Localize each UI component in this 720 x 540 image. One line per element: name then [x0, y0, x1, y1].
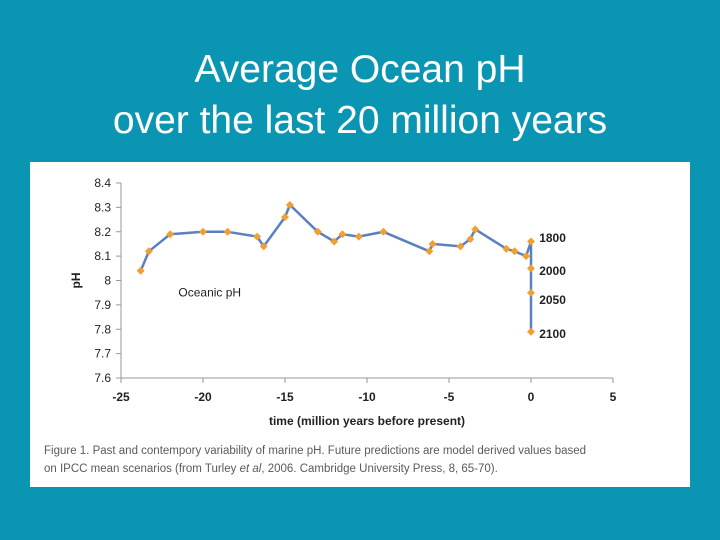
slide-title-line-1: Average Ocean pH [194, 48, 526, 91]
figure-caption: Figure 1. Past and contempory variabilit… [44, 442, 684, 478]
data-point [354, 232, 363, 241]
slide-title: Average Ocean pH over the last 20 millio… [0, 44, 720, 146]
data-point [466, 235, 475, 244]
ph-line-chart: 7.6 7.7 7.8 7.9 8 8.1 8.2 8.3 8.4 -25 -20 -15 -10 -5 0… [69, 176, 617, 428]
data-point [471, 225, 480, 234]
x-tick-label: 0 [528, 390, 535, 404]
x-tick-label: -15 [276, 390, 294, 404]
series-label: Oceanic pH [178, 286, 241, 300]
data-point [527, 327, 535, 336]
y-tick-label: 7.7 [94, 347, 111, 361]
caption-italic: et al [239, 463, 262, 475]
year-label: 2000 [539, 264, 566, 278]
data-point [281, 213, 289, 222]
data-point [428, 239, 437, 248]
x-tick-label: -5 [444, 390, 455, 404]
y-tick-label: 7.9 [94, 298, 111, 312]
x-tick-label: -10 [358, 390, 376, 404]
data-point [527, 264, 535, 273]
data-point [522, 252, 531, 261]
year-label: 1800 [539, 231, 566, 245]
data-point [253, 232, 262, 241]
y-tick-label: 8.3 [94, 200, 111, 214]
data-point [456, 242, 465, 251]
y-tick-label: 8.4 [94, 176, 111, 190]
data-point [527, 288, 535, 297]
y-tick-label: 7.8 [94, 322, 111, 336]
y-tick-label: 8.1 [94, 249, 111, 263]
data-point [425, 247, 434, 256]
y-tick-label: 8 [104, 274, 111, 288]
figure-panel: 7.6 7.7 7.8 7.9 8 8.1 8.2 8.3 8.4 -25 -20 -15 -10 -5 0… [30, 162, 690, 487]
data-point [223, 227, 232, 236]
data-point [379, 227, 388, 236]
caption-text-end: , 2006. Cambridge University Press, 8, 6… [261, 463, 498, 475]
data-point [330, 237, 339, 246]
data-point [502, 244, 511, 253]
x-tick-label: -20 [194, 390, 212, 404]
x-tick-label: -25 [112, 390, 130, 404]
x-tick-label: 5 [610, 390, 617, 404]
x-axis-title: time (million years before present) [269, 414, 465, 428]
y-tick-label: 7.6 [94, 371, 111, 385]
caption-text: on IPCC mean scenarios (from Turley [44, 463, 240, 475]
data-point [259, 242, 268, 251]
data-point [510, 247, 519, 256]
data-point [136, 266, 145, 275]
data-point [166, 230, 175, 239]
caption-line-1: Figure 1. Past and contempory variabilit… [44, 445, 587, 457]
y-tick-label: 8.2 [94, 225, 111, 239]
slide-title-line-2: over the last 20 million years [112, 99, 608, 142]
caption-line-2: on IPCC mean scenarios (from Turley et a… [44, 460, 684, 478]
data-point [199, 227, 207, 236]
y-axis-title: pH [69, 273, 83, 289]
data-point [527, 237, 535, 246]
data-point [285, 200, 294, 209]
year-label: 2100 [539, 327, 566, 341]
data-point [144, 247, 153, 256]
ph-series-line [139, 203, 533, 332]
data-point [313, 227, 322, 236]
data-point [338, 230, 347, 239]
year-label: 2050 [539, 293, 566, 307]
